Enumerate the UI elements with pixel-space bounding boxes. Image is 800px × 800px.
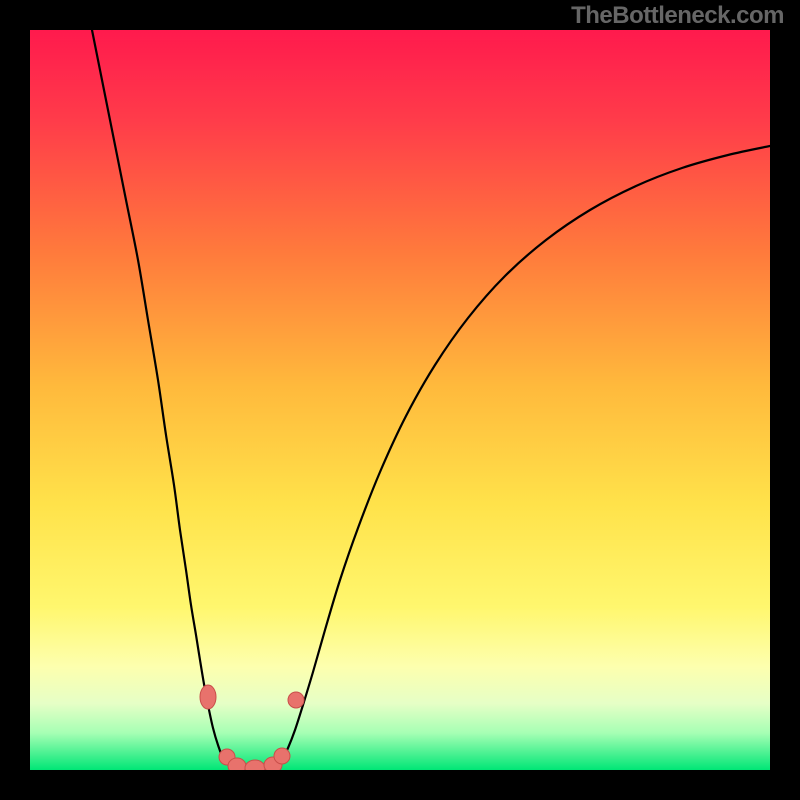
valley-marker: [288, 692, 304, 708]
plot-area: [30, 30, 770, 770]
valley-marker: [228, 758, 246, 770]
valley-marker: [200, 685, 216, 709]
chart-container: TheBottleneck.com: [0, 0, 800, 800]
chart-svg: [30, 30, 770, 770]
watermark-text: TheBottleneck.com: [571, 2, 784, 30]
valley-marker: [274, 748, 290, 764]
gradient-background: [30, 30, 770, 770]
